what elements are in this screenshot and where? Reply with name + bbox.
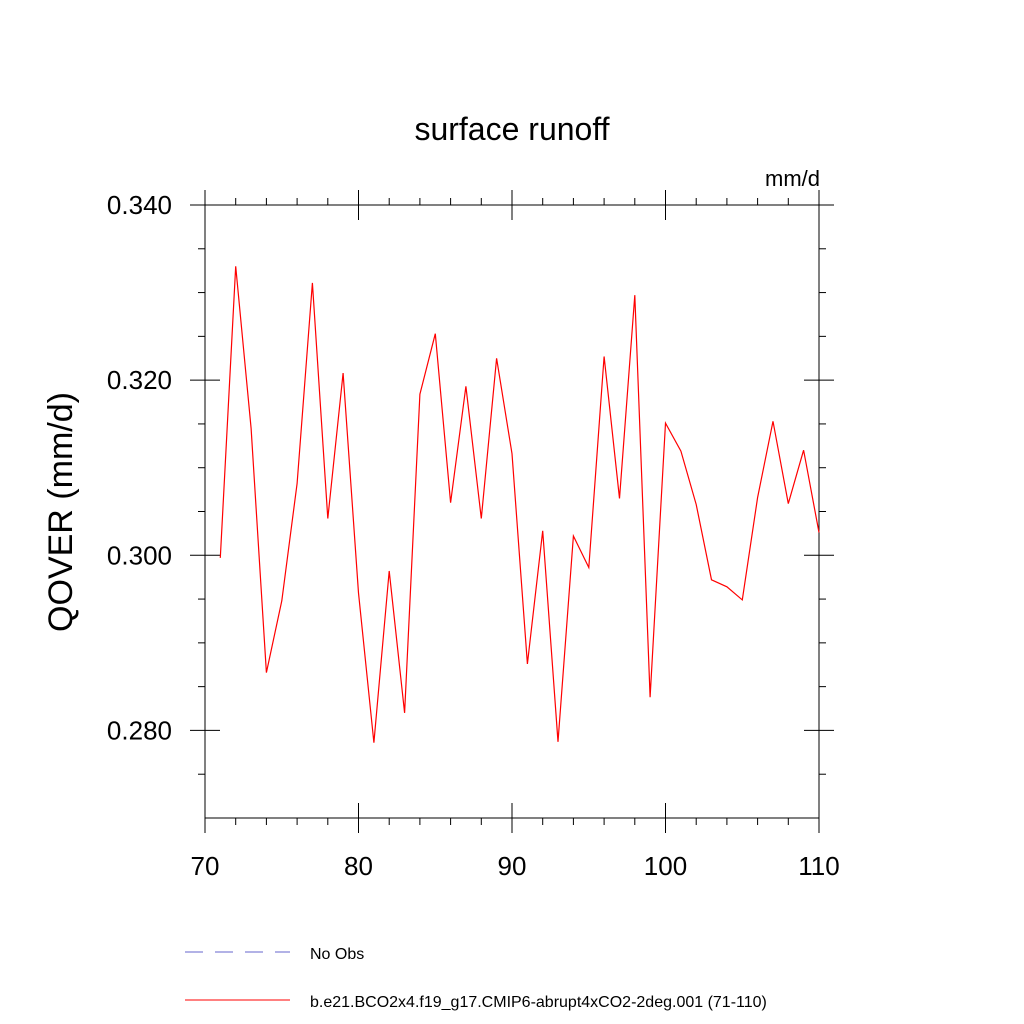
y-tick-label: 0.280: [107, 715, 172, 745]
y-tick-label: 0.300: [107, 540, 172, 570]
units-label: mm/d: [765, 166, 820, 191]
axis-ticks: [190, 190, 834, 833]
y-axis-label: QOVER (mm/d): [42, 392, 80, 632]
chart-title: surface runoff: [414, 111, 609, 147]
y-tick-label: 0.320: [107, 365, 172, 395]
plot-frame: [204, 204, 820, 819]
legend-label-no-obs: No Obs: [310, 946, 364, 963]
y-tick-labels: 0.280 0.300 0.320 0.340: [107, 190, 172, 745]
series-lines: [219, 266, 820, 743]
x-tick-label: 70: [191, 851, 220, 881]
legend: No Obs b.e21.BCO2x4.f19_g17.CMIP6-abrupt…: [185, 946, 767, 1011]
x-tick-label: 100: [644, 851, 687, 881]
x-tick-label: 110: [798, 851, 839, 881]
y-tick-label: 0.340: [107, 190, 172, 220]
x-tick-label: 80: [344, 851, 373, 881]
x-tick-labels: 70 80 90 100 110: [191, 851, 840, 881]
series-line-1: [219, 266, 820, 743]
x-tick-label: 90: [498, 851, 527, 881]
legend-label-model-run: b.e21.BCO2x4.f19_g17.CMIP6-abrupt4xCO2-2…: [310, 994, 767, 1011]
